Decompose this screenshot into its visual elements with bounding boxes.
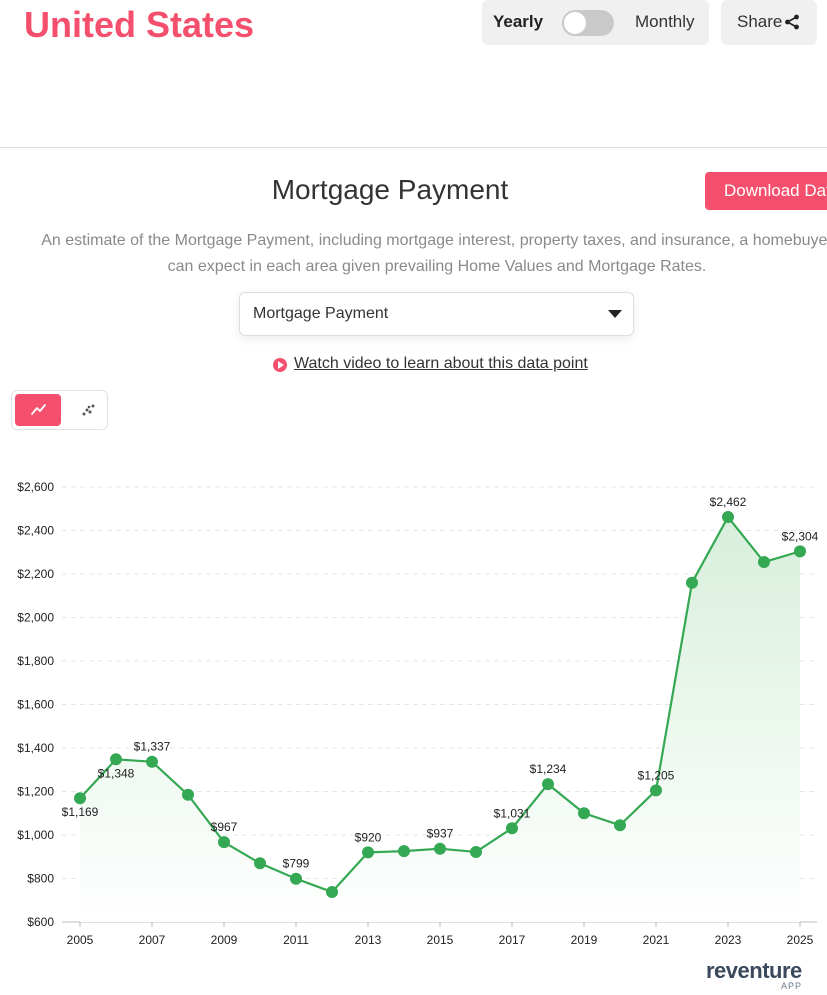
datapoint-select[interactable]: Mortgage Payment xyxy=(239,292,634,336)
data-label: $1,348 xyxy=(98,766,135,780)
y-tick-label: $1,800 xyxy=(17,654,54,668)
data-point xyxy=(542,778,554,791)
y-tick-label: $1,600 xyxy=(17,698,54,712)
play-icon xyxy=(273,358,287,372)
scatter-chart-icon xyxy=(82,404,95,416)
x-tick-label: 2015 xyxy=(427,933,454,947)
data-point xyxy=(182,788,194,801)
data-point xyxy=(578,807,590,820)
x-tick-label: 2011 xyxy=(283,933,309,947)
region-title: United States xyxy=(24,4,255,45)
data-label: $2,304 xyxy=(782,529,819,543)
data-point xyxy=(650,784,662,797)
caret-down-icon xyxy=(608,310,622,318)
section-description: An estimate of the Mortgage Payment, inc… xyxy=(41,232,827,275)
data-label: $2,462 xyxy=(710,495,747,509)
brand-logo: reventure xyxy=(706,958,802,983)
data-label: $1,205 xyxy=(638,768,675,782)
data-point xyxy=(398,845,410,858)
brand-logo-sub: APP xyxy=(781,981,803,991)
data-point xyxy=(362,846,374,859)
y-tick-label: $1,000 xyxy=(17,828,54,842)
x-tick-label: 2025 xyxy=(787,933,814,947)
chart-mode-toggle xyxy=(11,390,108,430)
data-point xyxy=(110,753,122,766)
period-switch[interactable] xyxy=(562,10,614,36)
data-point xyxy=(434,842,446,855)
series-area xyxy=(80,517,800,922)
y-tick-label: $2,200 xyxy=(17,567,54,581)
line-chart-button[interactable] xyxy=(15,394,61,426)
download-data-button[interactable]: Download Dat xyxy=(705,172,827,210)
data-point xyxy=(218,836,230,849)
data-point xyxy=(470,845,482,858)
x-tick-label: 2023 xyxy=(715,933,742,947)
share-label: Share xyxy=(737,12,783,31)
data-label: $1,337 xyxy=(134,740,171,754)
data-point xyxy=(254,857,266,870)
x-tick-label: 2009 xyxy=(211,933,238,947)
switch-knob xyxy=(564,12,586,34)
data-point xyxy=(686,576,698,589)
yearly-label[interactable]: Yearly xyxy=(493,12,544,31)
monthly-label[interactable]: Monthly xyxy=(635,12,695,31)
x-tick-label: 2013 xyxy=(355,933,382,947)
data-label: $1,234 xyxy=(530,762,567,776)
data-label: $1,031 xyxy=(494,806,531,820)
y-tick-label: $2,400 xyxy=(17,524,54,538)
data-point xyxy=(326,885,338,898)
data-point xyxy=(614,819,626,832)
header-divider xyxy=(0,147,827,148)
line-chart-icon xyxy=(31,404,46,415)
y-tick-label: $1,400 xyxy=(17,741,54,755)
data-label: $920 xyxy=(355,830,382,844)
y-tick-label: $800 xyxy=(27,872,54,886)
y-tick-label: $600 xyxy=(27,915,54,929)
data-point xyxy=(74,792,86,805)
share-button[interactable]: Share xyxy=(721,0,817,45)
section-title: Mortgage Payment xyxy=(271,174,509,205)
data-label: $799 xyxy=(283,857,310,871)
data-point xyxy=(146,755,158,768)
data-label: $937 xyxy=(427,827,454,841)
data-point xyxy=(722,511,734,524)
x-tick-label: 2005 xyxy=(67,933,94,947)
data-point xyxy=(794,545,806,558)
data-label: $967 xyxy=(211,820,238,834)
scatter-chart-button[interactable] xyxy=(62,394,105,426)
mortgage-payment-chart: $600 $800 $1,000 $1,200 $1,400 $1,600 $1,800 $2… xyxy=(17,480,819,947)
data-point xyxy=(758,556,770,569)
data-point xyxy=(506,822,518,835)
y-tick-label: $2,600 xyxy=(17,480,54,494)
x-tick-label: 2019 xyxy=(571,933,598,947)
y-tick-label: $2,000 xyxy=(17,611,54,625)
y-tick-label: $1,200 xyxy=(17,785,54,799)
watch-video-text: Watch video to learn about this data poi… xyxy=(294,355,588,372)
share-icon xyxy=(785,14,799,30)
period-toggle-group: Yearly Monthly xyxy=(482,0,709,45)
x-tick-label: 2021 xyxy=(643,933,670,947)
x-tick-label: 2017 xyxy=(499,933,526,947)
x-tick-label: 2007 xyxy=(139,933,166,947)
datapoint-select-value: Mortgage Payment xyxy=(253,305,389,322)
data-point xyxy=(290,872,302,885)
data-label: $1,169 xyxy=(62,805,99,819)
